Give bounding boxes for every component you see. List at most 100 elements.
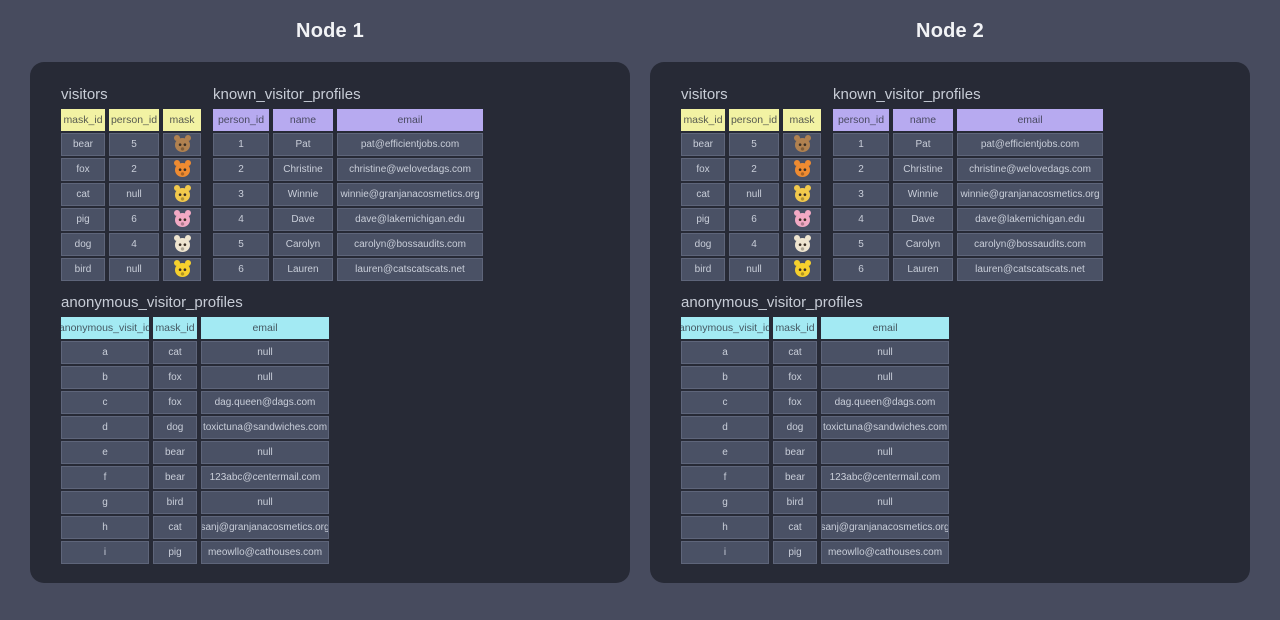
table-cell: fox — [61, 158, 105, 181]
table-cell: pig — [681, 208, 725, 231]
table-cell: toxictuna@sandwiches.com — [201, 416, 329, 439]
table-cell: fox — [773, 366, 817, 389]
column-header: person_id — [729, 109, 779, 131]
mask-emoji-cell — [783, 208, 821, 231]
table-cell: g — [61, 491, 149, 514]
table-cell: 6 — [729, 208, 779, 231]
cat-face-emoji — [173, 185, 191, 202]
table-cell: cat — [153, 516, 197, 539]
table-cell: 5 — [729, 133, 779, 156]
table-cell: dog — [773, 416, 817, 439]
table-cell: null — [821, 491, 949, 514]
mask-emoji-cell — [163, 208, 201, 231]
table-title: anonymous_visitor_profiles — [61, 294, 243, 311]
column-header: person_id — [833, 109, 889, 131]
column-header: email — [821, 317, 949, 339]
table-cell: d — [61, 416, 149, 439]
table-cell: bear — [153, 441, 197, 464]
table-cell: sanj@granjanacosmetics.org — [821, 516, 949, 539]
table-cell: 4 — [833, 208, 889, 231]
table-cell: carolyn@bossaudits.com — [957, 233, 1103, 256]
table-cell: Carolyn — [273, 233, 333, 256]
table-cell: dog — [153, 416, 197, 439]
table-title: known_visitor_profiles — [213, 86, 361, 103]
table-cell: c — [61, 391, 149, 414]
column-header: name — [273, 109, 333, 131]
column-header: mask_id — [61, 109, 105, 131]
column-header: email — [957, 109, 1103, 131]
table-cell: f — [61, 466, 149, 489]
tables-top-row: visitors mask_id person_id mask bear 5 fox 2 cat… — [61, 86, 630, 281]
column-header: anonymous_visit_id — [61, 317, 149, 339]
cat-face-emoji — [793, 185, 811, 202]
column-header: email — [337, 109, 483, 131]
table-cell: fox — [773, 391, 817, 414]
table-cell: dag.queen@dags.com — [821, 391, 949, 414]
column-header: name — [893, 109, 953, 131]
table-cell: null — [201, 441, 329, 464]
table-cell: b — [681, 366, 769, 389]
node-title: Node 2 — [916, 19, 984, 42]
visitors-table: visitors mask_id person_id mask bear 5 fox 2 cat… — [61, 86, 201, 281]
table-cell: dog — [681, 233, 725, 256]
table-cell: meowllo@cathouses.com — [201, 541, 329, 564]
visitors-grid: mask_id person_id mask bear 5 fox 2 cat null pig 6… — [681, 109, 821, 281]
fox-face-emoji — [173, 160, 191, 177]
table-cell: d — [681, 416, 769, 439]
table-cell: a — [681, 341, 769, 364]
visitors-grid: mask_id person_id mask bear 5 fox 2 cat null pig 6… — [61, 109, 201, 281]
table-cell: carolyn@bossaudits.com — [337, 233, 483, 256]
table-cell: e — [681, 441, 769, 464]
node-title: Node 1 — [296, 19, 364, 42]
table-cell: christine@welovedags.com — [337, 158, 483, 181]
table-cell: null — [729, 183, 779, 206]
table-cell: lauren@catscatscats.net — [957, 258, 1103, 281]
table-cell: 123abc@centermail.com — [201, 466, 329, 489]
anonymous_visitor_profiles-grid: anonymous_visit_id mask_id email a cat null b f… — [681, 317, 1250, 564]
table-cell: fox — [153, 391, 197, 414]
table-cell: 6 — [109, 208, 159, 231]
mask-emoji-cell — [163, 258, 201, 281]
table-cell: fox — [153, 366, 197, 389]
table-cell: pig — [153, 541, 197, 564]
table-cell: null — [109, 258, 159, 281]
table-cell: Dave — [273, 208, 333, 231]
known_visitor_profiles-grid: person_id name email 1 Pat pat@efficientjobs.… — [833, 109, 1103, 281]
table-cell: 123abc@centermail.com — [821, 466, 949, 489]
table-cell: Winnie — [893, 183, 953, 206]
table-cell: 5 — [833, 233, 889, 256]
mask-emoji-cell — [783, 233, 821, 256]
column-header: person_id — [213, 109, 269, 131]
table-title: anonymous_visitor_profiles — [681, 294, 863, 311]
table-cell: cat — [773, 341, 817, 364]
table-cell: pat@efficientjobs.com — [957, 133, 1103, 156]
column-header: email — [201, 317, 329, 339]
node-panel: visitors mask_id person_id mask bear 5 fox 2 cat… — [30, 62, 630, 583]
table-cell: fox — [681, 158, 725, 181]
table-cell: winnie@granjanacosmetics.org — [337, 183, 483, 206]
table-cell: null — [201, 366, 329, 389]
table-cell: pig — [773, 541, 817, 564]
table-cell: i — [681, 541, 769, 564]
table-cell: winnie@granjanacosmetics.org — [957, 183, 1103, 206]
table-cell: cat — [61, 183, 105, 206]
table-cell: bear — [773, 441, 817, 464]
table-cell: 3 — [833, 183, 889, 206]
table-cell: cat — [153, 341, 197, 364]
table-cell: h — [61, 516, 149, 539]
bird-face-emoji — [173, 260, 191, 277]
table-title: visitors — [681, 86, 728, 103]
column-header: mask — [163, 109, 201, 131]
table-cell: 2 — [833, 158, 889, 181]
anonymous_visitor_profiles-table: anonymous_visitor_profiles anonymous_visi… — [681, 294, 1250, 564]
table-cell: bear — [61, 133, 105, 156]
table-cell: null — [821, 341, 949, 364]
mask-emoji-cell — [783, 258, 821, 281]
column-header: mask_id — [153, 317, 197, 339]
mask-emoji-cell — [163, 133, 201, 156]
table-cell: bear — [773, 466, 817, 489]
anonymous_visitor_profiles-grid: anonymous_visit_id mask_id email a cat null b f… — [61, 317, 630, 564]
anonymous_visitor_profiles-table: anonymous_visitor_profiles anonymous_visi… — [61, 294, 630, 564]
table-cell: e — [61, 441, 149, 464]
table-cell: i — [61, 541, 149, 564]
